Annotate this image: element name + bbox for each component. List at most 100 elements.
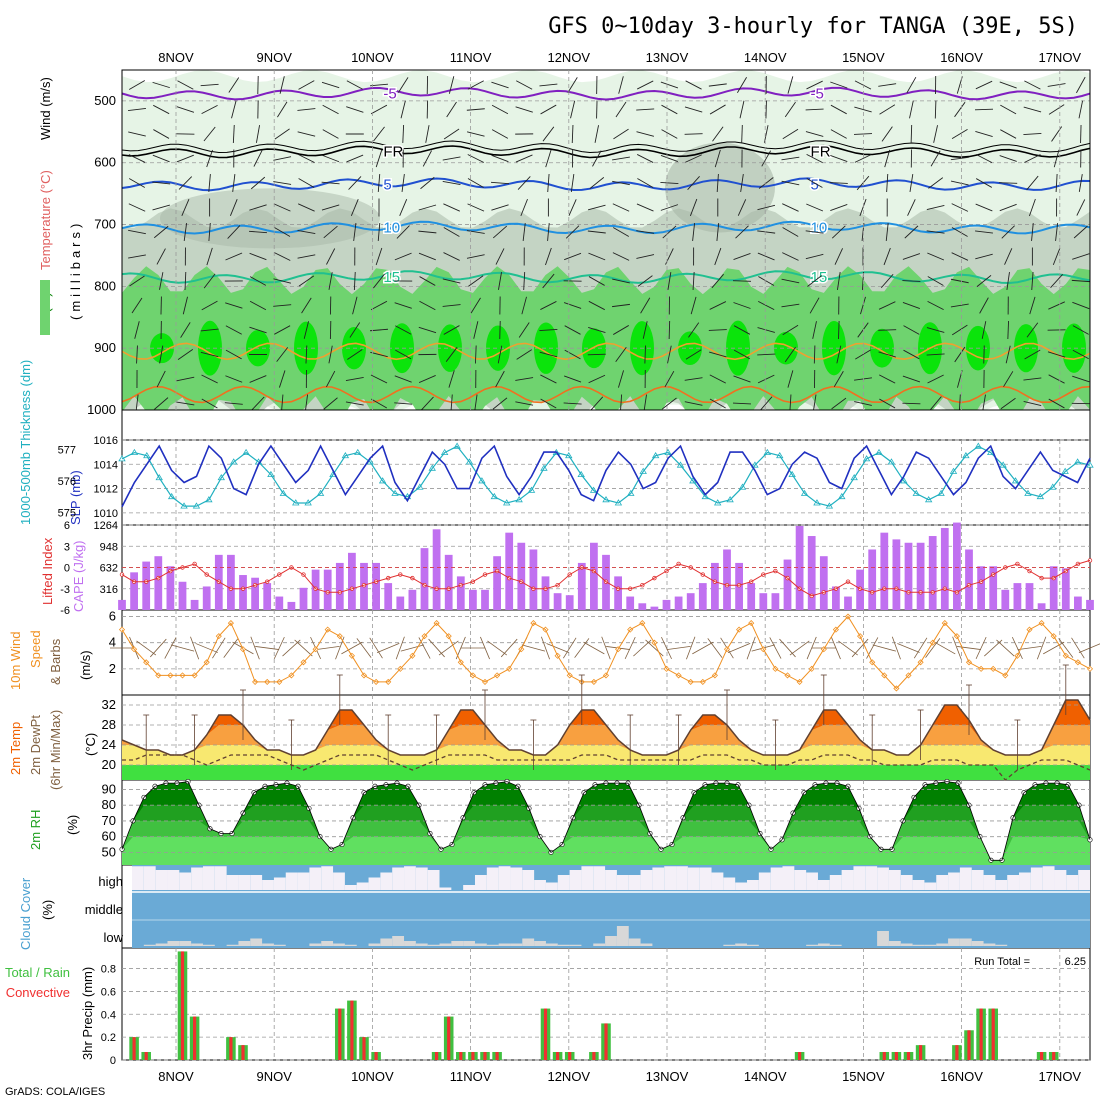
wind10-barb <box>400 644 425 652</box>
wind-barb <box>491 204 509 211</box>
cloud-high-gap <box>297 872 310 890</box>
wind-barb <box>860 296 866 315</box>
wind-barb <box>184 271 187 291</box>
wind-barb <box>495 370 505 388</box>
wind-barb <box>446 101 457 118</box>
wind-barb <box>879 398 896 409</box>
wind-barb <box>152 204 170 211</box>
day-label-top: 13NOV <box>646 50 689 65</box>
day-label-bottom: 17NOV <box>1038 1069 1081 1084</box>
wind-barb <box>757 252 775 261</box>
wind-barb <box>567 77 578 93</box>
cloud-low-bar <box>747 944 759 946</box>
wind-barb <box>612 303 630 308</box>
wind-barb <box>974 108 994 111</box>
wind-barb <box>878 83 897 87</box>
wind-barb <box>180 322 191 338</box>
wind-barb <box>200 83 219 87</box>
cape-bar <box>771 593 780 610</box>
wind-barb <box>834 248 843 265</box>
cloud-high-gap <box>770 867 783 890</box>
wind-barb <box>182 296 188 315</box>
wind-barb <box>661 104 678 115</box>
wind-barb <box>136 345 138 364</box>
rh2-ytick: 80 <box>102 797 116 812</box>
cloud-high-gap <box>1007 875 1020 890</box>
wind-barb <box>297 254 316 259</box>
wind-barb <box>668 320 671 340</box>
cloud-high-gap <box>936 875 949 890</box>
wind-barb <box>425 125 430 143</box>
wind-barb <box>298 203 315 212</box>
wind-barb <box>201 300 218 311</box>
cloud-low-bar <box>877 931 889 946</box>
cloud-label-low: low <box>103 930 123 945</box>
wind-barb <box>812 394 817 413</box>
wind-barb <box>636 154 654 163</box>
wind10-barb <box>769 637 782 659</box>
cloud-low-bar <box>534 941 546 946</box>
li-ytick: -6 <box>60 605 70 617</box>
wind-barb <box>370 104 388 115</box>
day-label-top: 12NOV <box>547 50 590 65</box>
cape-bar <box>481 589 489 610</box>
wind-barb <box>904 225 919 239</box>
precip-conv-bar <box>241 1045 245 1060</box>
cloud-low-bar <box>605 936 617 946</box>
wind-barb <box>782 252 799 261</box>
precip-conv-bar <box>435 1052 439 1060</box>
wind-barb <box>982 394 986 413</box>
wind-barb <box>206 149 213 168</box>
wind-barb <box>612 156 630 161</box>
cloud-ylabel-unit: (%) <box>40 900 55 920</box>
wind10-barb <box>851 638 869 658</box>
cloud-low-bar <box>474 943 487 946</box>
wind-barb <box>225 325 242 335</box>
wind-barb <box>716 222 720 242</box>
wind-barb <box>1047 83 1066 87</box>
cape-bar <box>783 559 792 610</box>
wind-barb <box>542 126 555 142</box>
wind-barb <box>231 100 237 119</box>
wind-barb <box>612 278 630 284</box>
li-ytick: 6 <box>64 520 70 532</box>
wind-barb <box>492 225 508 239</box>
wind-barb <box>1007 320 1009 340</box>
cape-bar <box>590 542 598 610</box>
wind-barb <box>563 375 582 383</box>
wind-barb <box>348 176 362 190</box>
wind-barb <box>1078 100 1084 119</box>
wind-barb <box>181 199 190 216</box>
cape-bar <box>190 599 199 610</box>
wind-barb <box>565 225 580 239</box>
wind-barb <box>684 106 703 113</box>
wind-barb <box>156 370 166 388</box>
cloud-high-gap <box>581 866 594 890</box>
wind-barb <box>515 106 533 113</box>
cloud-high-gap <box>640 870 653 890</box>
cloud-low-bar <box>557 944 570 946</box>
cape-bar <box>154 556 163 610</box>
thickness-line <box>121 445 1091 507</box>
cloud-low-bar <box>392 936 405 946</box>
wind-barb <box>178 176 193 190</box>
temp-contour-0 <box>121 86 1091 101</box>
wind-barb <box>297 131 316 137</box>
wind-barb <box>999 203 1017 212</box>
cloud-high-gap <box>545 882 558 890</box>
cloud-high-gap <box>510 867 523 890</box>
wind-barb <box>590 396 604 411</box>
wind-barb <box>757 374 775 384</box>
wind-barb <box>402 124 405 144</box>
cloud-low-bar <box>959 938 972 946</box>
wind-barb <box>644 345 646 364</box>
wind-barb <box>757 353 776 356</box>
wind-barb <box>594 125 599 143</box>
temp-contour-label: 5 <box>811 176 819 193</box>
wind-barb <box>396 225 410 239</box>
wind-barb <box>692 271 695 291</box>
cloud-low-bar <box>439 943 452 946</box>
cloud-high-gap <box>439 887 452 890</box>
day-label-top: 11NOV <box>450 50 492 65</box>
warm-contour <box>121 385 1091 404</box>
